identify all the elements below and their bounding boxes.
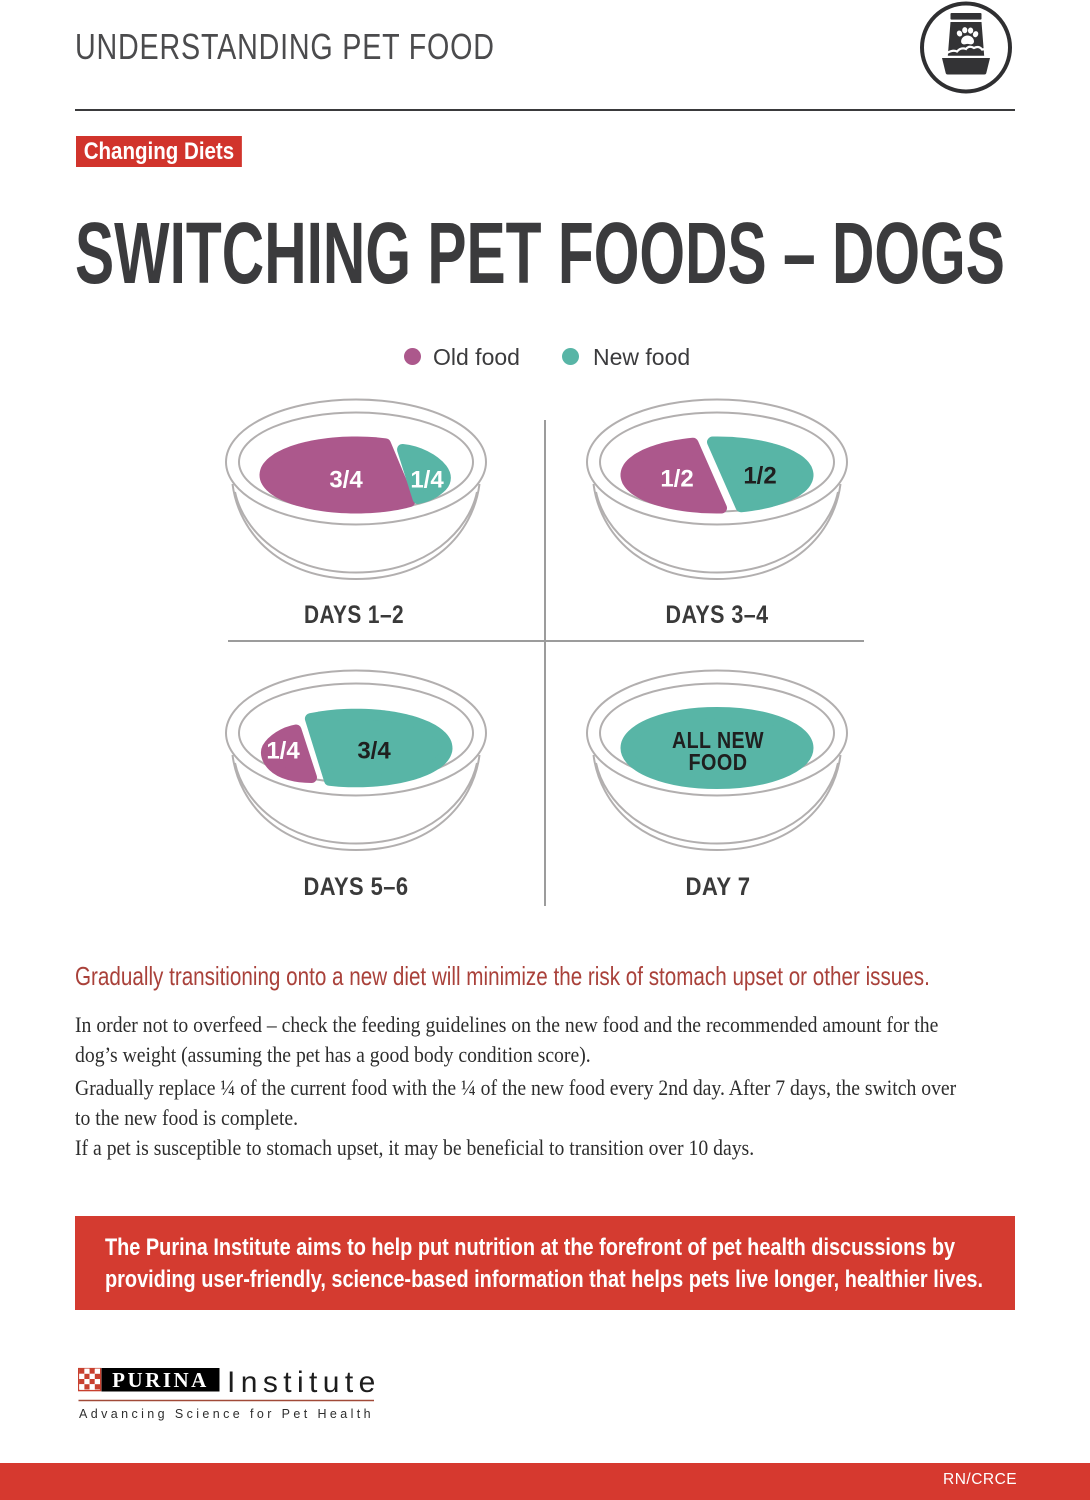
svg-text:3/4: 3/4 [357, 737, 391, 764]
svg-text:DAYS 3–4: DAYS 3–4 [666, 601, 769, 629]
svg-text:1/4: 1/4 [410, 466, 444, 493]
svg-text:3/4: 3/4 [329, 466, 363, 493]
svg-text:DAYS 5–6: DAYS 5–6 [304, 873, 409, 901]
svg-text:Institute: Institute [227, 1366, 381, 1399]
svg-text:1/2: 1/2 [660, 465, 693, 492]
svg-text:PURINA: PURINA [112, 1368, 209, 1392]
svg-text:DAYS 1–2: DAYS 1–2 [304, 601, 404, 629]
svg-text:ALL NEW: ALL NEW [672, 727, 764, 753]
svg-text:Advancing Science for Pet Heal: Advancing Science for Pet Health [79, 1407, 374, 1421]
svg-text:DAY 7: DAY 7 [686, 873, 751, 901]
svg-text:1/4: 1/4 [266, 737, 300, 764]
svg-text:1/2: 1/2 [743, 462, 776, 489]
svg-text:FOOD: FOOD [689, 749, 748, 775]
